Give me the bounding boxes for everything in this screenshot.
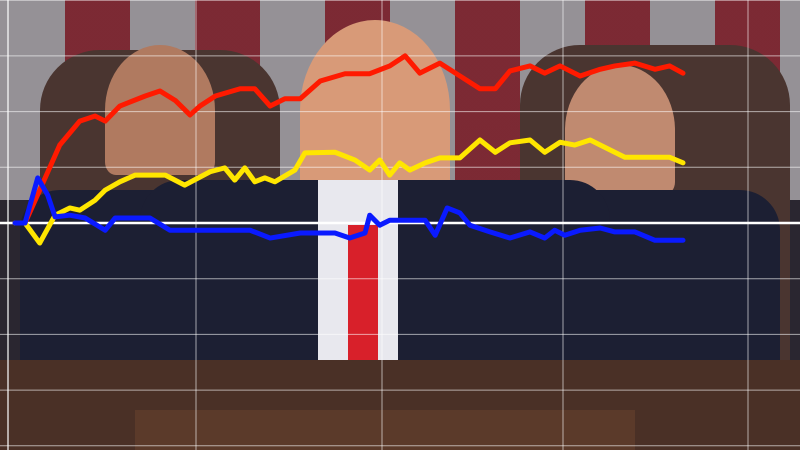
series-line-2: [12, 137, 686, 246]
series-line-3: [12, 175, 686, 243]
series-lines: [12, 53, 686, 246]
podium: [135, 410, 635, 450]
person-right-head: [565, 65, 675, 195]
series-line-1: [12, 53, 686, 226]
speaker-head: [300, 20, 450, 200]
